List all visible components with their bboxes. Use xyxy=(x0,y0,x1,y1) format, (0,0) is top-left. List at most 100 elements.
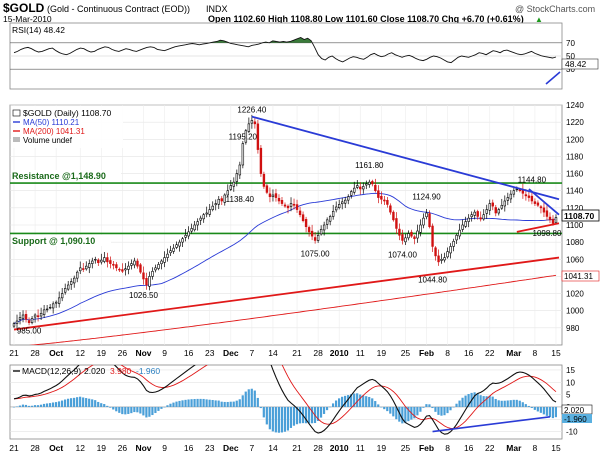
candle-body xyxy=(542,207,546,213)
macd-hist-bar xyxy=(380,406,383,408)
macd-hist-bar xyxy=(292,406,296,426)
candle-body xyxy=(244,130,248,143)
candle-body xyxy=(446,251,449,258)
macd-hist-bar xyxy=(259,406,262,409)
candle-body xyxy=(491,202,494,207)
macd-hist-bar xyxy=(371,398,374,407)
price-tick-label: 1220 xyxy=(566,118,584,127)
rsi-tick-label: 50 xyxy=(566,52,575,61)
price-tick-label: 1180 xyxy=(566,152,584,161)
price-annotations: 1226.40 1195.20 1138.40 1161.80 1075.00 1124.… xyxy=(17,106,562,336)
date-tick-label: 14 xyxy=(268,348,278,358)
candle-body xyxy=(401,234,404,241)
support-label-bg xyxy=(11,235,111,246)
candle-body xyxy=(545,210,549,217)
macd-tick-label: 10 xyxy=(566,378,575,387)
macd-hist-bar xyxy=(374,401,377,407)
macd-hist-bar xyxy=(51,402,55,407)
macd-hist-bar xyxy=(310,406,314,424)
date-tick-label: 7 xyxy=(250,443,255,453)
macd-hist-bar xyxy=(57,401,61,407)
macd-hist-bar xyxy=(265,406,268,425)
candle-body xyxy=(289,203,293,207)
date-tick-label: 19 xyxy=(97,348,107,358)
candle-body xyxy=(45,308,49,311)
candle-body xyxy=(127,265,130,270)
candle-body xyxy=(202,214,205,220)
date-tick-label: 16 xyxy=(464,348,474,358)
candle-body xyxy=(356,185,359,188)
trendline-short-term xyxy=(528,188,560,216)
candle-body xyxy=(344,199,347,204)
macd-hist-bar xyxy=(350,394,353,407)
macd-hist-bar xyxy=(491,396,494,407)
candle-body xyxy=(70,281,73,285)
candle-body xyxy=(157,264,160,269)
rsi-ticks: 70 50 30 xyxy=(566,39,575,74)
macd-hist-bar xyxy=(344,395,347,407)
candle-body xyxy=(512,190,516,195)
macd-hist-bar xyxy=(347,395,350,407)
candle-body xyxy=(350,191,353,196)
macd-hist-bar xyxy=(419,406,422,412)
date-tick-label: 8 xyxy=(445,443,450,453)
macd-hist-bar xyxy=(157,406,160,411)
macd-hist-bar xyxy=(500,400,503,407)
candle-body xyxy=(434,247,437,257)
date-axis-bottom: 21 28 Oct 12 19 26 Nov 9 16 23 Dec 7 14 21 28 2010 11 19 2… xyxy=(9,443,561,453)
price-tick-label: 1020 xyxy=(566,290,584,299)
macd-hist-bar xyxy=(473,392,476,407)
macd-hist-bar xyxy=(554,406,557,418)
price-annotation: 1138.40 xyxy=(226,195,255,204)
macd-hist-bar xyxy=(509,400,512,407)
macd-hist-bar xyxy=(283,406,286,432)
rsi-trend-line xyxy=(545,71,561,85)
macd-hist-bar xyxy=(27,405,31,407)
macd-hist-bar xyxy=(76,397,79,407)
date-tick-label: 19 xyxy=(377,443,387,453)
macd-hist-bar xyxy=(226,401,229,407)
candle-body xyxy=(259,147,263,174)
macd-hist-bar xyxy=(298,406,302,424)
date-tick-label: 8 xyxy=(533,443,538,453)
last-price-box xyxy=(561,209,600,222)
candle-body xyxy=(148,276,151,287)
candle-body xyxy=(440,258,443,261)
date-tick-label: Oct xyxy=(49,348,63,358)
candle-body xyxy=(256,123,260,150)
macd-hist-bar xyxy=(88,398,91,407)
candle-body xyxy=(33,314,37,318)
candle-body xyxy=(482,214,485,220)
resistance-label-bg xyxy=(11,170,121,181)
macd-hist-bar xyxy=(446,406,449,414)
candle-body xyxy=(15,320,19,324)
macd-hist-bar xyxy=(172,402,175,407)
macd-hist-bar xyxy=(521,402,524,407)
macd-hist-bar xyxy=(223,401,226,407)
macd-hist-bar xyxy=(48,403,52,407)
trendlines xyxy=(13,115,560,331)
candle-body xyxy=(271,194,275,198)
price-tick-label: 1100 xyxy=(566,221,584,230)
macd-hist-bar xyxy=(542,406,545,415)
price-tick-label: 1240 xyxy=(566,101,584,110)
candle-body xyxy=(100,259,103,263)
macd-hist-bar xyxy=(217,400,220,407)
macd-hist-bar xyxy=(533,406,536,410)
macd-hist-bar xyxy=(151,406,154,416)
macd-hist-bar xyxy=(127,406,130,414)
candle-body xyxy=(338,204,341,208)
date-tick-label: Oct xyxy=(49,443,63,453)
date-tick-label: 28 xyxy=(30,348,40,358)
candle-body xyxy=(527,195,531,198)
macd-hist-bar xyxy=(130,406,133,414)
macd-hist-bar xyxy=(325,406,329,411)
macd-hist-bar xyxy=(440,406,443,416)
date-tick-label: 21 xyxy=(9,443,19,453)
date-tick-label: 14 xyxy=(268,443,278,453)
date-tick-label: 8 xyxy=(445,348,450,358)
candle-body xyxy=(187,231,190,237)
date-tick-label: Mar xyxy=(506,348,522,358)
candle-body xyxy=(536,202,540,206)
macd-hist-bar xyxy=(458,400,461,407)
